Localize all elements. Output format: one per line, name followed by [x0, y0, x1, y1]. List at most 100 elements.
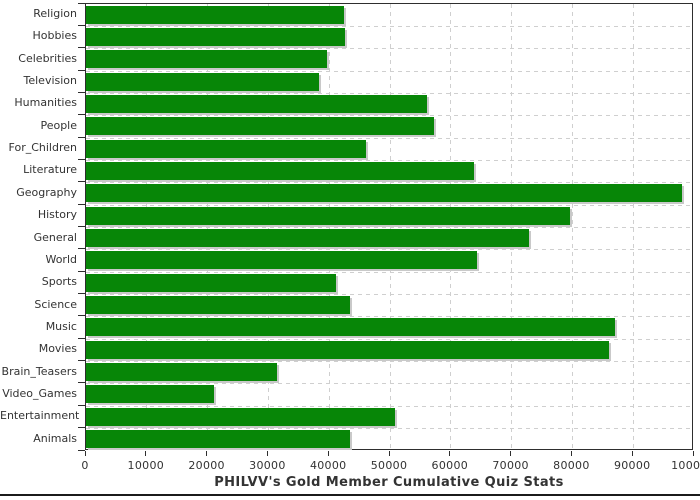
y-gridline: [86, 405, 692, 407]
bar-people: [86, 117, 434, 136]
x-axis-label: 70000: [492, 459, 529, 472]
x-axis-label: 60000: [431, 459, 469, 472]
x-tick-mark: [388, 451, 390, 456]
bar-hobbies: [86, 27, 345, 46]
x-gridline: [267, 4, 269, 449]
y-tick-mark: [78, 181, 85, 183]
x-tick-mark: [631, 451, 633, 456]
y-tick-mark: [78, 337, 85, 339]
x-tick-mark: [145, 451, 147, 456]
bar-celebrities: [86, 50, 327, 69]
y-gridline: [86, 48, 692, 50]
y-gridline: [86, 271, 692, 273]
x-gridline: [450, 4, 452, 449]
bar-television: [86, 72, 319, 91]
bar-sports: [86, 273, 337, 292]
y-axis-label: Celebrities: [18, 51, 77, 65]
y-tick-mark: [78, 427, 85, 429]
y-tick-mark: [78, 69, 85, 71]
x-axis-label: 90000: [613, 459, 651, 472]
y-axis-label: Music: [45, 319, 77, 333]
bar-for_children: [86, 139, 366, 158]
bar-entertainment: [86, 407, 395, 426]
bar-music: [86, 318, 615, 337]
y-gridline: [86, 137, 692, 139]
y-gridline: [86, 227, 692, 228]
y-tick-mark: [78, 382, 85, 384]
y-axis-label: History: [37, 208, 77, 222]
y-tick-mark: [78, 91, 85, 93]
y-tick-mark: [78, 293, 85, 295]
x-gridline: [571, 4, 573, 449]
y-gridline: [86, 338, 692, 340]
y-axis-label: Hobbies: [32, 29, 77, 43]
x-gridline: [146, 4, 148, 449]
y-tick-mark: [78, 226, 85, 227]
bar-religion: [86, 5, 344, 24]
y-gridline: [86, 159, 692, 161]
x-tick-mark: [206, 451, 208, 456]
y-tick-mark: [78, 136, 85, 138]
x-axis-label: 30000: [249, 459, 286, 472]
bar-science: [86, 296, 350, 315]
x-tick-mark: [510, 451, 512, 456]
y-gridline: [86, 428, 692, 430]
bar-geography: [86, 184, 682, 203]
x-axis-label: 100000: [671, 459, 700, 472]
y-gridline: [86, 115, 692, 117]
x-axis-label: 80000: [553, 459, 590, 472]
y-tick-mark: [78, 270, 85, 272]
y-tick-mark: [78, 404, 85, 406]
y-tick-mark: [78, 360, 85, 362]
y-tick-mark: [78, 315, 85, 317]
y-axis-label: Religion: [33, 7, 77, 20]
x-tick-mark: [84, 451, 86, 456]
bar-movies: [86, 340, 610, 359]
x-gridline: [207, 4, 209, 449]
y-gridline: [86, 294, 692, 296]
bar-humanities: [86, 94, 428, 113]
y-tick-mark: [78, 203, 85, 205]
chart-title: PHILVV's Gold Member Cumulative Quiz Sta…: [214, 475, 564, 490]
y-axis-label: World: [45, 252, 77, 266]
y-axis-label: Television: [23, 74, 78, 88]
x-gridline: [328, 4, 330, 449]
x-tick-mark: [266, 451, 268, 456]
y-tick-mark: [78, 2, 85, 4]
y-tick-mark: [78, 114, 85, 116]
x-gridline: [511, 4, 513, 449]
y-axis-label: Movies: [38, 342, 77, 356]
x-axis-label: 40000: [309, 459, 347, 472]
y-gridline: [86, 204, 692, 206]
y-tick-mark: [78, 24, 85, 26]
y-axis-label: Humanities: [14, 96, 77, 110]
y-axis-label: Geography: [16, 185, 77, 199]
y-gridline: [86, 182, 692, 184]
y-axis-label: Brain_Teasers: [1, 364, 77, 378]
x-axis-label: 50000: [370, 459, 408, 472]
bar-general: [86, 229, 530, 247]
y-axis-label: Entertainment: [0, 409, 80, 423]
y-gridline: [86, 25, 692, 27]
y-axis-label: Literature: [23, 163, 77, 177]
y-axis-label: Video_Games: [2, 386, 77, 400]
x-axis-label: 20000: [188, 459, 225, 472]
y-axis-label: General: [33, 230, 77, 244]
y-tick-mark: [78, 248, 85, 250]
y-axis-label: Science: [34, 297, 77, 311]
x-gridline: [632, 4, 634, 449]
y-gridline: [86, 70, 692, 72]
bar-brain_teasers: [86, 363, 277, 382]
bar-animals: [86, 430, 351, 449]
y-axis-label: Sports: [41, 275, 77, 289]
y-tick-mark: [78, 47, 85, 49]
y-gridline: [86, 92, 692, 94]
x-axis-label: 10000: [127, 459, 165, 472]
x-tick-mark: [692, 451, 694, 456]
y-axis-label: People: [40, 118, 77, 132]
y-gridline: [86, 361, 692, 363]
x-tick-mark: [570, 451, 572, 456]
x-tick-mark: [449, 451, 451, 456]
y-tick-mark: [78, 158, 85, 160]
